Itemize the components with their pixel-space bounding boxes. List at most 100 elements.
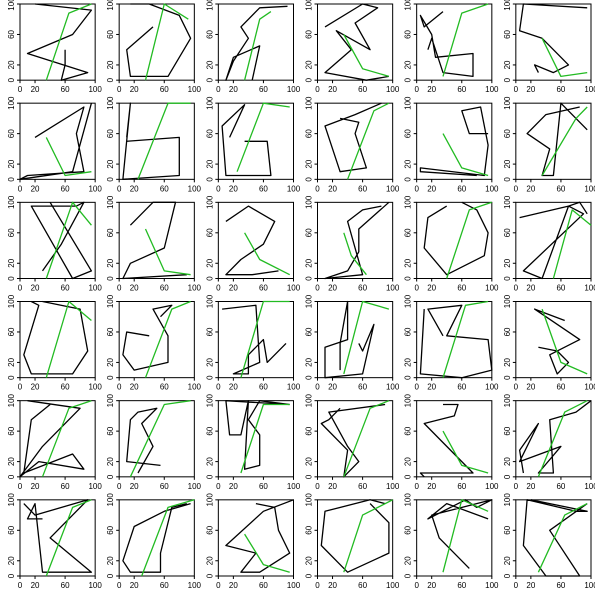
panel-3: 0 20 60 100 0 20 60 100 [205,0,300,94]
x-tick-label: 20 [130,482,139,491]
y-tick-label: 100 [205,393,214,407]
y-tick-label: 100 [7,393,16,407]
x-tick-label: 100 [188,482,202,491]
green-series-line [41,400,92,478]
y-tick-label: 0 [404,276,413,281]
green-series-line [442,300,489,378]
y-tick-label: 0 [305,573,314,578]
x-tick-label: 100 [88,482,102,491]
panel-frame [118,3,195,81]
panel-2: 0 20 60 100 0 20 60 100 [106,0,201,94]
y-tick-label: 100 [106,195,115,209]
green-series-line [343,34,390,78]
panel-11: 0 20 60 100 0 20 60 100 [404,96,499,193]
y-tick-label: 20 [404,258,413,267]
y-tick-label: 60 [106,129,115,138]
y-tick-label: 60 [305,29,314,38]
x-tick-label: 20 [427,581,436,590]
black-series-line [522,499,588,577]
panel-27: 0 20 60 100 0 20 60 100 [205,393,300,490]
panel-frame [19,3,96,81]
x-tick-label: 60 [358,383,367,392]
panel-frame [317,301,394,379]
y-tick-label: 0 [503,573,512,578]
x-tick-label: 60 [61,85,70,94]
black-series-line [126,3,192,78]
y-tick-label: 20 [305,60,314,69]
x-tick-label: 100 [584,482,595,491]
y-tick-label: 100 [205,493,214,507]
y-tick-label: 20 [7,556,16,565]
black-series-line [122,201,187,280]
y-tick-label: 20 [305,159,314,168]
x-tick-label: 100 [287,482,301,491]
y-tick-label: 100 [305,294,314,308]
y-tick-label: 0 [205,77,214,82]
y-tick-label: 20 [205,357,214,366]
x-tick-label: 0 [117,482,122,491]
green-series-line [346,102,390,180]
y-tick-label: 0 [205,573,214,578]
y-tick-label: 60 [106,29,115,38]
panel-frame [317,499,394,577]
panel-10: 0 20 60 100 0 20 60 100 [305,96,400,193]
x-tick-label: 60 [160,284,169,293]
y-tick-label: 100 [305,96,314,110]
panel-frame [416,499,493,577]
green-series-line [537,400,588,478]
y-tick-label: 0 [305,177,314,182]
x-tick-label: 0 [414,184,419,193]
black-series-line [221,104,272,177]
y-tick-label: 0 [7,177,16,182]
green-series-line [243,11,272,81]
x-tick-label: 20 [526,581,535,590]
black-series-line [122,502,191,573]
x-tick-label: 60 [556,581,565,590]
black-series-line [126,407,161,474]
x-tick-label: 60 [556,85,565,94]
x-tick-label: 0 [514,85,519,94]
y-tick-label: 60 [404,29,413,38]
y-tick-label: 60 [7,129,16,138]
x-tick-label: 0 [514,482,519,491]
y-tick-label: 20 [404,159,413,168]
x-tick-label: 20 [31,581,40,590]
x-tick-label: 0 [216,581,221,590]
y-tick-label: 100 [106,294,115,308]
panel-frame [118,201,195,279]
black-series-line [419,304,493,379]
x-tick-label: 100 [88,85,102,94]
y-tick-label: 0 [305,375,314,380]
y-tick-label: 0 [205,375,214,380]
green-series-line [442,133,489,177]
y-tick-label: 0 [7,276,16,281]
x-tick-label: 0 [414,383,419,392]
y-tick-label: 20 [404,357,413,366]
x-tick-label: 100 [88,284,102,293]
x-tick-label: 60 [457,184,466,193]
y-tick-label: 0 [404,573,413,578]
x-tick-label: 20 [427,482,436,491]
y-tick-label: 100 [305,393,314,407]
x-tick-label: 0 [18,581,23,590]
x-tick-label: 0 [414,284,419,293]
x-tick-label: 60 [556,184,565,193]
panel-4: 0 20 60 100 0 20 60 100 [305,0,400,94]
black-series-line [19,103,93,180]
panel-frame [217,201,294,279]
x-tick-label: 20 [31,184,40,193]
green-series-line [552,209,592,279]
y-tick-label: 20 [503,457,512,466]
x-tick-label: 20 [427,284,436,293]
x-tick-label: 0 [315,184,320,193]
x-tick-label: 0 [18,482,23,491]
x-tick-label: 60 [61,184,70,193]
x-tick-label: 100 [584,383,595,392]
x-tick-label: 20 [229,383,238,392]
y-tick-label: 60 [305,525,314,534]
y-tick-label: 100 [205,195,214,209]
y-tick-label: 100 [404,393,413,407]
x-tick-label: 20 [526,85,535,94]
x-tick-label: 0 [315,85,320,94]
black-series-line [419,403,474,478]
